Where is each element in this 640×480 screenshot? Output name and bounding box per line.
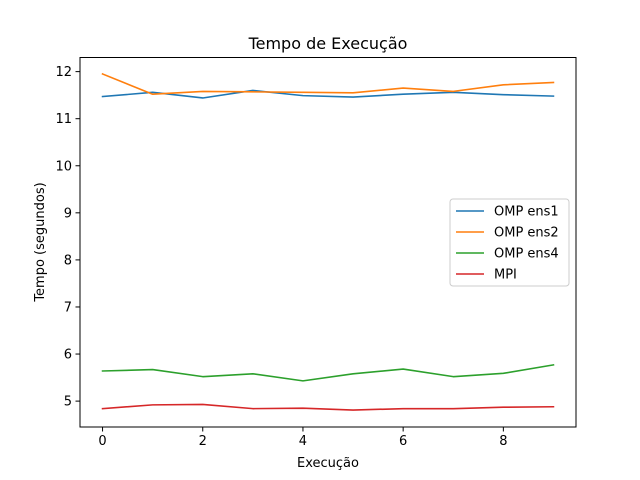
y-tick-label-0: 5	[64, 395, 72, 410]
legend-label-2: OMP ens4	[494, 247, 559, 262]
x-tick-label-4: 8	[499, 434, 507, 449]
series-line-1	[101, 72, 555, 96]
y-axis-ticks: 5 6 7 8 9 10 11 12	[55, 65, 80, 410]
x-tick-label-3: 6	[399, 434, 407, 449]
x-axis-ticks: 0 2 4 6 8	[98, 427, 507, 449]
series-line-3	[101, 403, 555, 411]
legend-box	[449, 198, 570, 287]
legend: OMP ens1 OMP ens2 OMP ens4 MPI	[449, 198, 570, 287]
y-tick-label-6: 11	[55, 112, 72, 127]
legend-label-0: OMP ens1	[494, 205, 559, 220]
chart-title: Tempo de Execução	[248, 34, 408, 53]
y-axis-label: Tempo (segundos)	[33, 182, 48, 302]
y-tick-label-3: 8	[64, 253, 72, 268]
legend-label-3: MPI	[494, 268, 517, 283]
plot-area-frame	[79, 57, 577, 428]
legend-label-1: OMP ens2	[494, 226, 559, 241]
x-tick-label-0: 0	[98, 434, 106, 449]
x-tick-label-2: 4	[299, 434, 307, 449]
y-tick-label-7: 12	[55, 65, 72, 80]
y-tick-label-1: 6	[64, 348, 72, 363]
y-tick-label-5: 10	[55, 159, 72, 174]
series-layer	[101, 72, 555, 411]
x-tick-label-1: 2	[199, 434, 207, 449]
y-tick-label-4: 9	[64, 206, 72, 221]
series-line-2	[101, 363, 555, 382]
series-line-0	[101, 89, 555, 99]
y-tick-label-2: 7	[64, 300, 72, 315]
x-axis-label: Execução	[297, 456, 359, 471]
